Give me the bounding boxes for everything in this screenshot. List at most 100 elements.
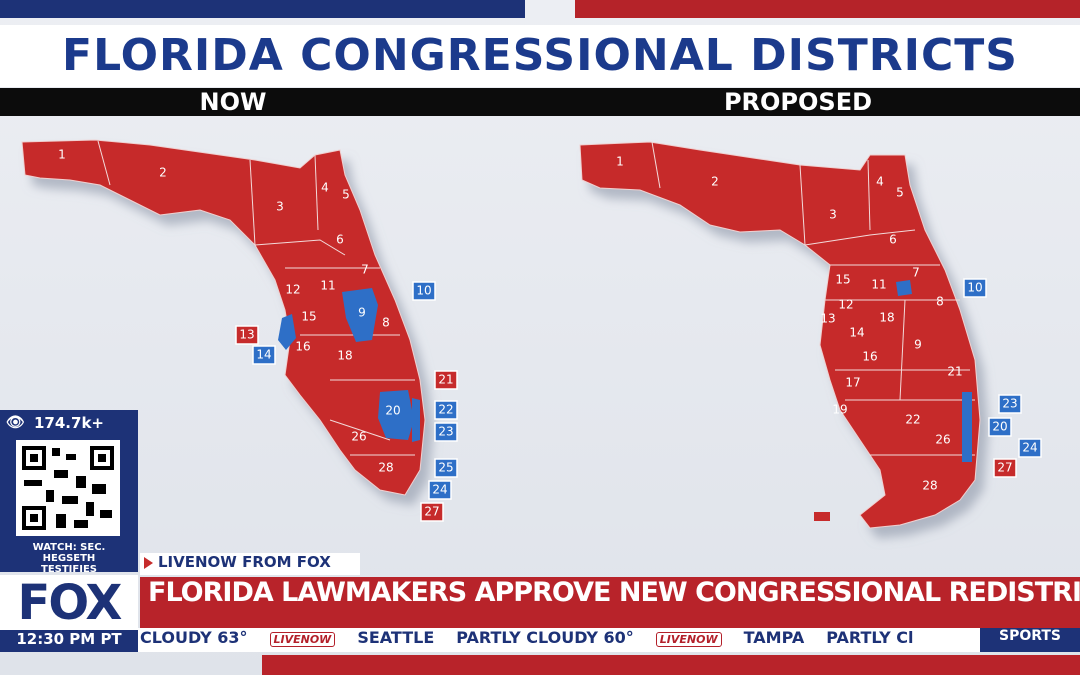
district-label: 27 xyxy=(424,505,439,519)
district-label: 8 xyxy=(936,295,944,309)
florida-proposed xyxy=(579,141,981,529)
top-bar-blue xyxy=(0,0,525,18)
fox-logo: FOX xyxy=(17,575,123,631)
ticker-item: LIVENOW xyxy=(655,632,722,647)
district-label: 4 xyxy=(321,181,329,195)
label-bar xyxy=(0,88,1080,116)
district-box xyxy=(434,370,458,390)
district-box xyxy=(428,480,452,500)
qr-caption: WATCH: SEC. HEGSETH TESTIFIES xyxy=(32,542,106,575)
district-label: 10 xyxy=(967,281,982,295)
district-label: 6 xyxy=(336,233,344,247)
eye-icon: 👁 xyxy=(6,413,26,431)
blue-district-20 xyxy=(378,390,414,440)
district-label: 20 xyxy=(385,404,400,418)
district-label: 4 xyxy=(876,175,884,189)
district-label: 18 xyxy=(879,311,894,325)
district-label: 17 xyxy=(845,376,860,390)
blue-district-14 xyxy=(278,314,296,350)
district-label: 24 xyxy=(432,483,447,497)
district-label: 11 xyxy=(871,278,886,292)
district-label: 12 xyxy=(285,283,300,297)
district-label: 25 xyxy=(438,461,453,475)
island xyxy=(814,512,830,521)
district-box xyxy=(434,458,458,478)
district-label: 7 xyxy=(361,263,369,277)
district-label: 24 xyxy=(1022,441,1037,455)
district-label: 3 xyxy=(829,208,837,222)
district-label: 23 xyxy=(1002,397,1017,411)
district-label: 1 xyxy=(58,148,66,162)
district-label: 26 xyxy=(351,430,366,444)
district-box xyxy=(998,394,1022,414)
district-label: 27 xyxy=(997,461,1012,475)
tag-arrow xyxy=(144,557,153,569)
district-label: 16 xyxy=(295,340,310,354)
district-label: 14 xyxy=(849,326,864,340)
blue-district-10-proposed xyxy=(896,280,912,296)
district-label: 12 xyxy=(838,298,853,312)
district-label: 21 xyxy=(947,365,962,379)
district-label: 8 xyxy=(382,316,390,330)
district-box xyxy=(252,345,276,365)
district-borders-proposed xyxy=(651,141,975,456)
logo-box xyxy=(0,575,138,631)
district-label: 11 xyxy=(320,279,335,293)
district-label: 28 xyxy=(922,479,937,493)
ticker: CLOUDY 63° LIVENOW SEATTLE PARTLY CLOUDY 60… xyxy=(140,628,978,652)
ticker-item: TAMPA xyxy=(743,628,805,647)
district-label: 13 xyxy=(820,312,835,326)
headline-bar xyxy=(140,577,1080,628)
district-box xyxy=(412,281,436,301)
district-label: 2 xyxy=(711,175,719,189)
headline: FLORIDA LAWMAKERS APPROVE NEW CONGRESSIO… xyxy=(148,577,1080,608)
district-label: 26 xyxy=(935,433,950,447)
district-box xyxy=(1018,438,1042,458)
district-label: 6 xyxy=(889,233,897,247)
district-label: 7 xyxy=(912,266,920,280)
time-box xyxy=(0,630,138,652)
district-label: 16 xyxy=(862,350,877,364)
blue-coast-now xyxy=(412,398,420,442)
district-label: 21 xyxy=(438,373,453,387)
district-label: 28 xyxy=(378,461,393,475)
ticker-item: PARTLY CLOUDY 60° xyxy=(456,628,634,647)
district-label: 19 xyxy=(832,403,847,417)
ticker-item: CLOUDY 63° xyxy=(140,628,248,647)
ticker-item: SEATTLE xyxy=(357,628,435,647)
title: FLORIDA CONGRESSIONAL DISTRICTS xyxy=(0,25,1080,87)
time: 12:30 PM PT xyxy=(16,630,122,648)
district-label: 13 xyxy=(239,328,254,342)
view-count: 174.7k+ xyxy=(34,414,104,432)
district-label: 20 xyxy=(992,420,1007,434)
district-label: 5 xyxy=(896,186,904,200)
district-box xyxy=(420,502,444,522)
district-label: 9 xyxy=(914,338,922,352)
district-borders-now xyxy=(97,140,415,456)
district-label: 2 xyxy=(159,166,167,180)
district-label: 22 xyxy=(905,413,920,427)
district-label: 10 xyxy=(416,284,431,298)
district-box xyxy=(434,400,458,420)
district-box xyxy=(434,422,458,442)
district-box xyxy=(235,325,259,345)
district-box xyxy=(963,278,987,298)
ticker-section: SPORTS xyxy=(998,628,1062,644)
ticker-item: LIVENOW xyxy=(269,632,336,647)
district-label: 14 xyxy=(256,348,271,362)
florida-now xyxy=(21,139,426,496)
district-box xyxy=(993,458,1017,478)
district-box xyxy=(988,417,1012,437)
bottom-bar xyxy=(262,655,1080,675)
district-label: 23 xyxy=(438,425,453,439)
livenow-tag: LIVENOW FROM FOX xyxy=(158,553,331,571)
district-label: 22 xyxy=(438,403,453,417)
top-bar-red xyxy=(575,0,1080,18)
district-label: 1 xyxy=(616,155,624,169)
proposed-label: PROPOSED xyxy=(723,88,873,116)
blue-coast-proposed xyxy=(962,392,972,462)
district-label: 5 xyxy=(342,188,350,202)
district-label: 9 xyxy=(358,306,366,320)
